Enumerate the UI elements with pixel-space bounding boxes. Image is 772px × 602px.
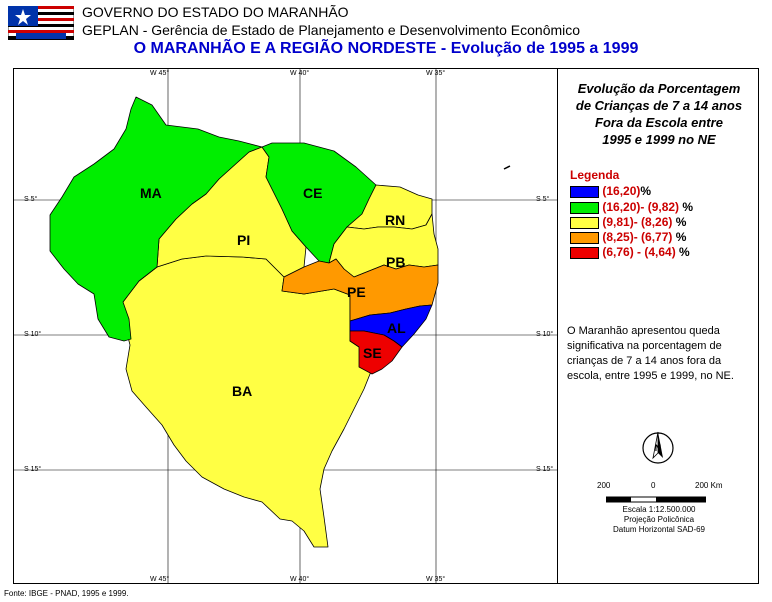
legend-unit: % <box>682 200 694 214</box>
maranhao-flag-logo <box>7 5 75 41</box>
label-ba: BA <box>232 383 252 399</box>
northeast-map: MA CE PI RN PB PE AL SE BA <box>14 69 557 583</box>
coord-left-s15: S 15° <box>24 466 42 473</box>
datum-text: Datum Horizontal SAD-69 <box>612 525 706 534</box>
scale-bar <box>605 491 707 503</box>
coord-top-w40: W 40° <box>290 70 310 77</box>
coord-right-s15: S 15° <box>536 466 554 473</box>
north-arrow-icon: N <box>640 428 676 468</box>
legend-title: Legenda <box>570 168 620 182</box>
state-se[interactable] <box>349 330 403 375</box>
state-ma[interactable] <box>49 96 263 342</box>
info-panel <box>557 69 758 583</box>
scale-text: Escala 1:12.500.000 <box>622 505 696 514</box>
scale-label-right: 200 Km <box>695 481 723 490</box>
projection-text: Projeção Policônica <box>623 515 695 524</box>
panel-title-line: de Crianças de 7 a 14 anos <box>575 98 743 113</box>
map-description: O Maranhão apresentou queda significativ… <box>567 325 734 382</box>
label-ma: MA <box>140 185 162 201</box>
label-pe: PE <box>347 284 366 300</box>
island-mark <box>503 165 511 170</box>
scale-label-zero: 0 <box>651 481 656 490</box>
coord-bottom-w40: W 40° <box>290 576 310 583</box>
legend-range: (6,76) - (4,64) <box>602 245 676 259</box>
coord-bottom-w45: W 45° <box>150 576 170 583</box>
panel-title-line: Evolução da Porcentagem <box>577 81 741 96</box>
legend-unit: % <box>679 245 690 259</box>
map-frame <box>13 68 759 584</box>
legend-unit: % <box>675 230 687 244</box>
legend-swatch <box>570 246 599 259</box>
legend-range: (16,20) <box>602 184 641 198</box>
label-se: SE <box>363 345 382 361</box>
panel-title: Evolução da Porcentagem de Crianças de 7… <box>560 80 758 148</box>
coord-top-w45: W 45° <box>150 70 170 77</box>
legend-range: (16,20)- (9,82) <box>602 200 680 214</box>
label-ce: CE <box>303 185 322 201</box>
north-letter: N <box>655 443 662 453</box>
header-government: GOVERNO DO ESTADO DO MARANHÃO <box>82 4 349 20</box>
coord-right-s10: S 10° <box>536 331 554 338</box>
legend-item: (16,20)- (9,82) % <box>570 200 693 215</box>
legend-range: (8,25)- (6,77) <box>602 230 673 244</box>
map-title: O MARANHÃO E A REGIÃO NORDESTE - Evoluçã… <box>133 40 639 57</box>
legend-swatch <box>570 201 599 214</box>
legend-unit: % <box>640 184 652 198</box>
label-pb: PB <box>386 254 405 270</box>
panel-title-line: 1995 e 1999 no NE <box>602 132 716 147</box>
source-note: Fonte: IBGE - PNAD, 1995 e 1999. <box>4 589 129 598</box>
legend-swatch <box>570 216 599 229</box>
label-rn: RN <box>385 212 405 228</box>
coord-right-s5: S 5° <box>536 196 550 203</box>
coord-left-s10: S 10° <box>24 331 42 338</box>
legend-item: (16,20)% <box>570 184 651 199</box>
label-pi: PI <box>237 232 250 248</box>
coord-left-s5: S 5° <box>24 196 38 203</box>
label-al: AL <box>387 320 406 336</box>
coord-top-w35: W 35° <box>426 70 446 77</box>
legend-unit: % <box>675 215 687 229</box>
panel-title-line: Fora da Escola entre <box>595 115 723 130</box>
legend-swatch <box>570 185 599 198</box>
scale-label-left: 200 <box>597 481 611 490</box>
state-ba[interactable] <box>122 255 373 548</box>
legend-item: (6,76) - (4,64) % <box>570 245 690 260</box>
legend-item: (8,25)- (6,77) % <box>570 230 686 245</box>
state-pe[interactable] <box>281 258 439 322</box>
legend-swatch <box>570 231 599 244</box>
legend-item: (9,81)- (8,26) % <box>570 215 686 230</box>
header-agency: GEPLAN - Gerência de Estado de Planejame… <box>82 22 581 38</box>
legend-range: (9,81)- (8,26) <box>602 215 673 229</box>
coord-bottom-w35: W 35° <box>426 576 446 583</box>
